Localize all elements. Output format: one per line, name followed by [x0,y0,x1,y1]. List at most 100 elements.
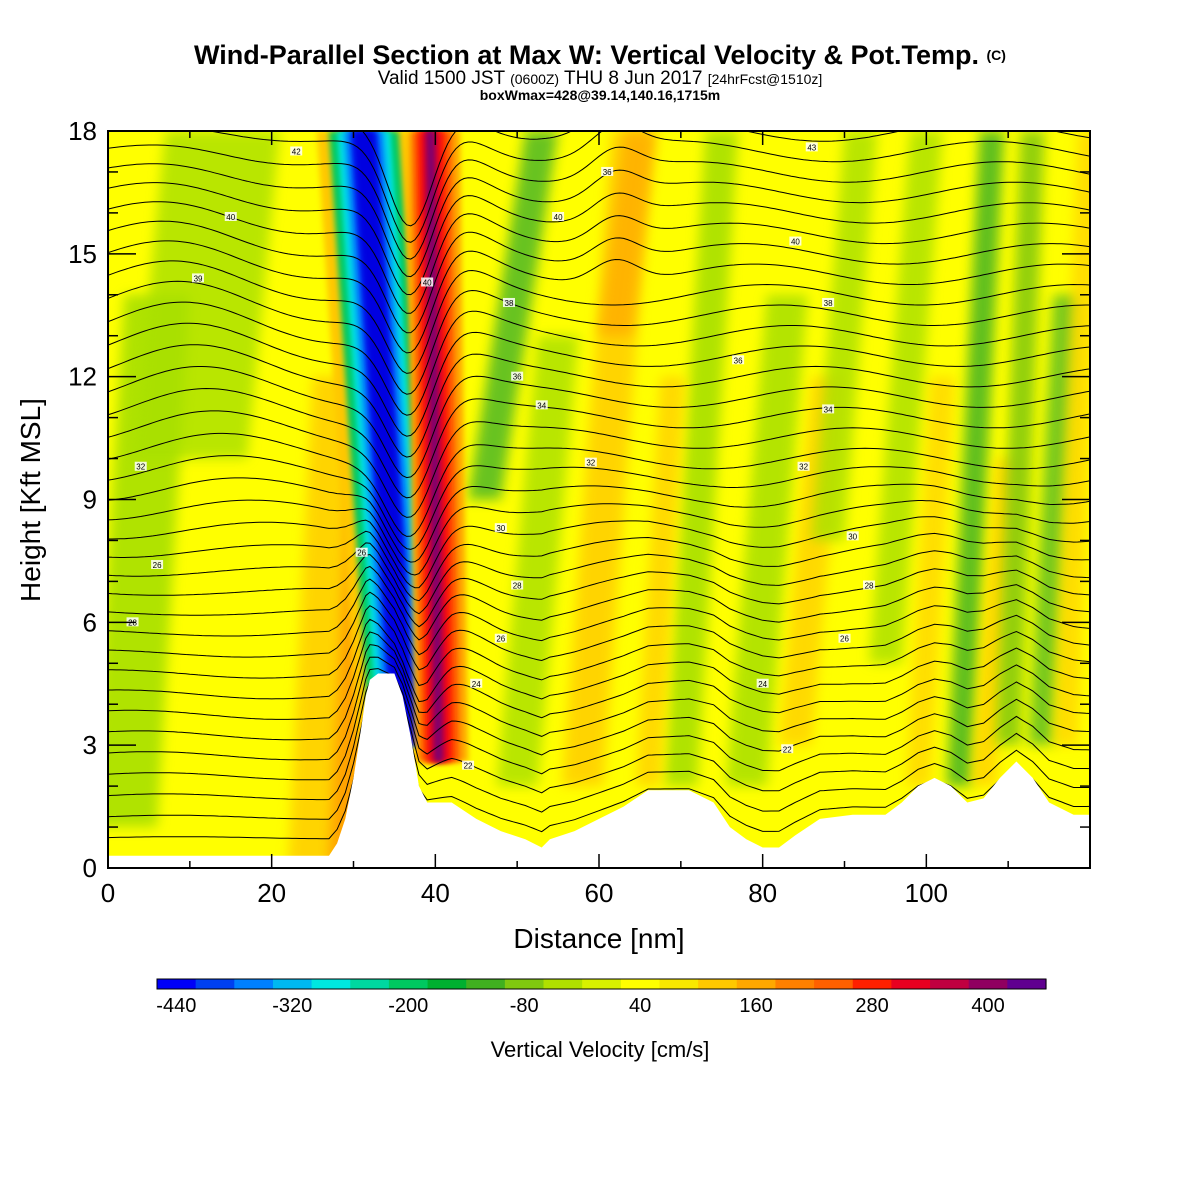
contour-label: 42 [292,147,301,156]
contour-label: 36 [734,356,743,365]
contour-label: 26 [840,635,849,644]
y-axis-label: Height [Kft MSL] [15,398,46,602]
theta-contour [108,201,1090,314]
theta-contour [108,280,1090,395]
contour-label-bg [584,457,597,467]
contour-label: 38 [824,299,833,308]
contour-label: 43 [807,143,816,152]
contour-label: 40 [791,238,800,247]
contour-label: 26 [153,561,162,570]
contour-label: 34 [537,401,546,410]
valid-date: THU 8 Jun 2017 [564,68,703,89]
theta-contour [108,553,1090,628]
contour-label-bg [224,211,237,221]
colorbar-swatch [736,979,777,989]
theta-contour [108,163,1090,278]
y-tick-label: 15 [68,239,97,269]
valid-line: Valid 1500 JST (0600Z) THU 8 Jun 2017 [2… [0,68,1200,89]
contour-label-bg [494,523,507,533]
theta-contour [108,542,1090,615]
colorbar-swatch [852,979,892,989]
theta-contour [108,618,1090,703]
velocity-band [599,131,657,336]
x-tick-label: 20 [257,878,286,908]
contour-label-bg [355,547,368,557]
colorbar [156,978,1047,990]
x-tick-labels: 0 20 40 60 80 100 [101,878,948,908]
theta-contour [108,477,1090,563]
colorbar-swatch [466,979,506,989]
downdraft-band [353,131,415,746]
theta-contour [108,668,1090,781]
title-text: Wind-Parallel Section at Max W: Vertical… [194,40,979,70]
contour-label-bg [192,273,205,283]
x-tick-label: 100 [905,878,948,908]
contour-label: 22 [783,745,792,754]
colorbar-swatch [195,979,235,989]
theta-contour [108,240,1090,354]
contour-label: 28 [513,581,522,590]
contour-label: 40 [226,213,235,222]
contour-label: 34 [824,405,833,414]
contour-label: 30 [496,524,505,533]
colorbar-tick-label: -440 [156,995,196,1017]
colorbar-swatch [698,979,738,989]
velocity-band [468,131,559,500]
contour-label-bg [535,400,548,410]
colorbar-swatch [891,979,931,989]
contour-label: 40 [423,278,432,287]
theta-contour [108,410,1090,518]
theta-contour [108,656,1090,761]
y-tick-label: 0 [83,853,97,883]
contour-label-bg [822,404,835,414]
colorbar-swatch [968,979,1008,989]
theta-contour [108,344,1090,458]
contour-label-bg [822,297,835,307]
colorbar-swatch [620,979,661,989]
y-tick-label: 3 [83,730,97,760]
colorbar-tick-label: 400 [971,995,1004,1017]
theta-contour [108,516,1090,589]
theta-contour-labels: 42 40 39 32 26 28 26 40 43 40 38 36 34 32 30 28 26 24 22 36… [126,142,876,771]
velocity-band [664,131,739,787]
y-tick-label: 6 [83,607,97,637]
theta-contour [108,605,1090,687]
y-tick-labels: 0 3 6 9 12 15 18 [68,116,97,883]
theta-contour [108,455,1090,550]
x-tick-label: 0 [101,878,115,908]
theta-contour [108,260,1090,374]
colorbar-swatch [427,979,467,989]
theta-contour [108,366,1090,479]
colorbar-tick-label: -320 [272,995,312,1017]
theta-contour [108,679,1090,801]
contour-label: 39 [194,274,203,283]
contour-label: 22 [464,762,473,771]
contour-label: 26 [357,549,366,558]
contour-label: 28 [865,581,874,590]
x-tick-label: 80 [748,878,777,908]
theta-contour [108,182,1090,296]
colorbar-swatch [543,979,583,989]
y-tick-label: 18 [68,116,97,146]
theta-contour [108,644,1090,741]
colorbar-tick-label: -200 [388,995,428,1017]
colorbar-swatch [930,979,970,989]
velocity-band [1028,294,1078,746]
velocity-band [725,294,808,787]
theta-contour [108,591,1090,671]
y-tick-label: 9 [83,485,97,515]
colorbar-swatch [504,979,545,989]
contour-label: 24 [472,680,481,689]
contour-label: 24 [758,680,767,689]
contour-label: 38 [505,299,514,308]
contour-label-bg [552,211,565,221]
contour-label: 36 [513,373,522,382]
contour-label-bg [470,678,483,688]
velocity-band [811,131,878,541]
velocity-band [946,131,1005,787]
box-info: boxWmax=428@39.14,140.16,1715m [479,87,721,103]
colorbar-swatch [272,979,313,989]
colorbar-frame [156,978,1047,990]
theta-contour [108,301,1090,416]
